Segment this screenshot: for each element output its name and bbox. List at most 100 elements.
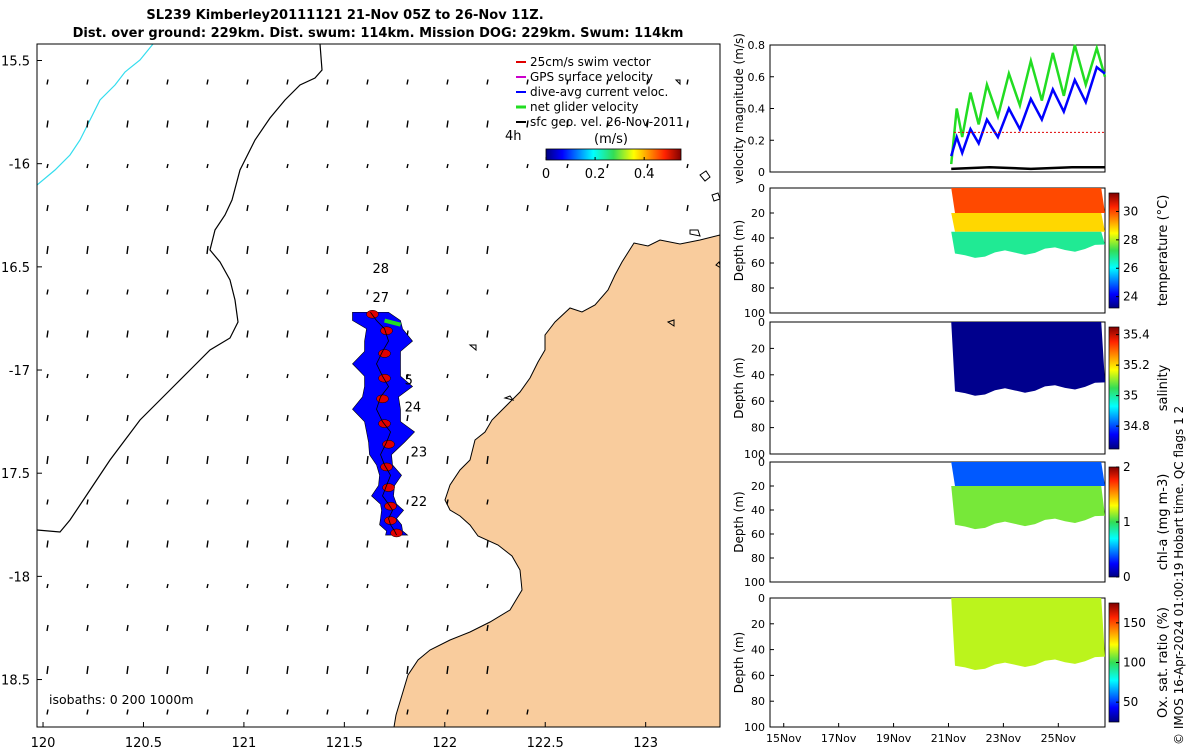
depth-layer-fill [951,598,1105,671]
quiver-arrow [246,79,249,85]
imos-stamp: © IMOS 16-Apr-2024 01:00:19 Hobart time.… [1172,405,1186,745]
quiver-arrow [486,540,489,548]
quiver-arrow [166,583,169,589]
net-glider-velocity-marker [384,318,402,327]
quiver-arrow [46,540,49,548]
time-xtick-label: 15Nov [766,732,802,745]
depth-ytick-label: 100 [744,721,765,734]
quiver-arrow [406,709,409,715]
quiver-arrow [446,163,449,169]
quiver-arrow [246,289,249,295]
quiver-arrow [246,583,249,589]
quiver-arrow [646,163,649,169]
quiver-arrow [246,455,249,465]
depth-ytick-label: 0 [758,592,765,605]
quiver-arrow [446,709,449,715]
quiver-arrow [326,289,329,295]
variable-colorbar-label: 30 [1123,204,1138,218]
quiver-arrow [486,665,489,675]
quiver-arrow [46,583,49,589]
variable-colorbar-label: 1 [1123,515,1131,529]
depth-ylabel: Depth (m) [732,491,746,552]
figure-title-line1: SL239 Kimberley20111121 21-Nov 05Z to 26… [146,8,544,23]
quiver-arrow [366,289,369,295]
quiver-arrow [486,204,489,212]
map-xtick-label: 122 [432,736,457,750]
depth-ytick-label: 80 [751,695,765,708]
quiver-arrow [446,624,449,632]
quiver-arrow [286,624,289,632]
colorbar-tick-label: 0 [542,167,550,182]
quiver-arrow [326,204,329,212]
quiver-arrow [206,330,209,338]
time-xtick-label: 19Nov [876,732,912,745]
variable-colorbar-label: 24 [1123,290,1138,304]
swim-vector-marker [382,439,395,449]
quiver-arrow [166,289,169,295]
depth-ytick-label: 0 [758,182,765,195]
quiver-arrow [406,289,409,295]
quiver-arrow [126,373,129,379]
swim-vector-marker [378,373,391,383]
quiver-arrow [486,499,489,505]
depth-layer-fill [951,462,1105,486]
quiver-arrow [646,120,649,128]
quiver-arrow [646,79,649,85]
quiver-arrow [326,499,329,505]
quiver-arrow [286,665,289,675]
quiver-arrow [606,204,609,212]
quiver-arrow [166,665,169,675]
variable-label: Ox. sat. ratio (%) [1156,607,1171,718]
quiver-arrow [526,120,529,128]
quiver-arrow [86,204,89,212]
quiver-arrow [406,455,409,465]
swim-vector-marker [384,501,397,511]
velocity-colorbar [545,148,682,161]
legend-swim: 25cm/s swim vector [530,55,651,69]
quiver-arrow [206,79,209,85]
quiver-arrow [286,414,289,422]
velocity-ylabel: velocity magnitude (m/s) [732,33,746,184]
quiver-arrow [46,499,49,505]
quiver-arrow [446,245,449,255]
quiver-arrow [166,414,169,422]
quiver-arrow [526,709,529,715]
quiver-arrow [486,163,489,169]
quiver-arrow [446,79,449,85]
quiver-arrow [126,120,129,128]
quiver-arrow [446,120,449,128]
quiver-arrow [486,583,489,589]
map-xtick-label: 123 [633,736,658,750]
velocity-ytick-label: 0 [758,166,765,179]
quiver-arrow [406,540,409,548]
quiver-arrow [86,120,89,128]
quiver-arrow [366,120,369,128]
quiver-arrow [406,245,409,255]
quiver-arrow [606,163,609,169]
velocity-ytick-label: 0.8 [748,39,766,52]
depth-ytick-label: 20 [751,618,765,631]
variable-colorbar-label: 0 [1123,570,1131,584]
depth-ytick-label: 20 [751,342,765,355]
depth-ytick-label: 100 [744,307,765,320]
track-day-label: 24 [405,400,422,415]
quiver-arrow [126,245,129,255]
variable-label: chl-a (mg m-3) [1156,474,1171,571]
quiver-arrow [486,245,489,255]
swim-vector-marker [384,516,397,525]
isobaths-label: isobaths: 0 200 1000m [49,692,194,707]
quiver-arrow [446,289,449,295]
land-mass [393,234,720,727]
quiver-arrow [406,120,409,128]
depth-ytick-label: 60 [751,257,765,270]
quiver-arrow [326,373,329,379]
quiver-arrow [326,330,329,338]
quiver-arrow [166,499,169,505]
depth-ytick-label: 0 [758,316,765,329]
depth-ytick-label: 100 [744,448,765,461]
velocity-series-line [950,65,1106,157]
quiver-arrow [326,163,329,169]
quiver-arrow [126,289,129,295]
depth-layer-fill [951,231,1105,258]
